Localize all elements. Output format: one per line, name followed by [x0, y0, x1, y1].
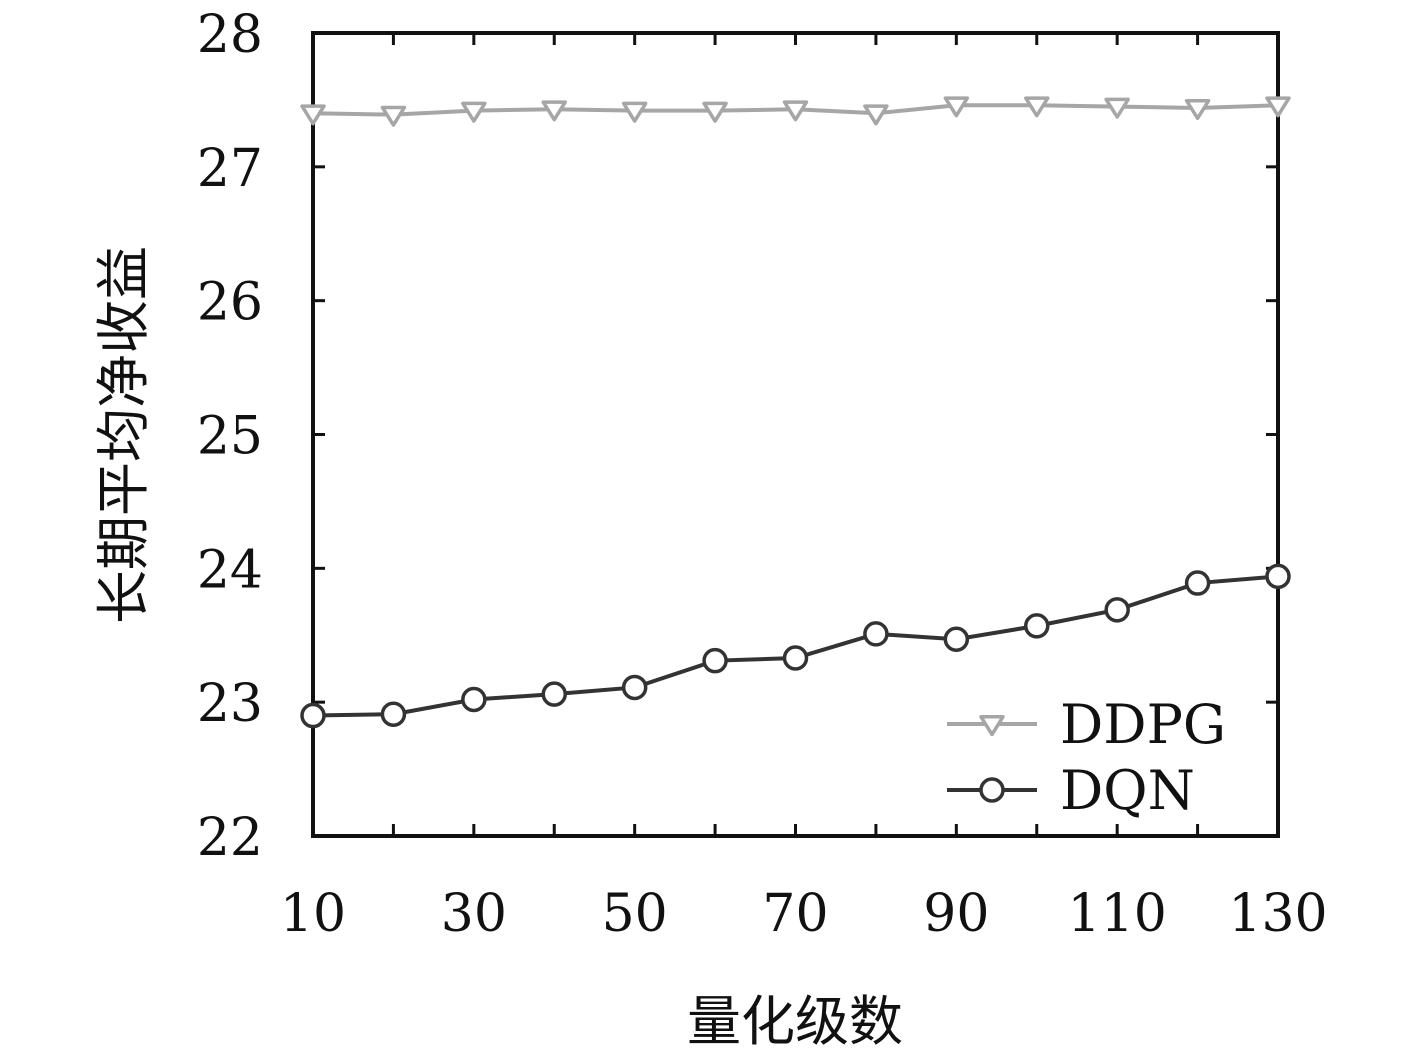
data-point-dqn — [461, 686, 487, 713]
legend-label-dqn: DQN — [1060, 759, 1195, 822]
legend-item-dqn: DQN — [947, 759, 1195, 822]
data-point-dqn — [863, 621, 889, 647]
y-tick-label: 24 — [197, 540, 263, 600]
y-tick-label: 23 — [197, 674, 263, 734]
legend-item-ddpg: DDPG — [947, 693, 1226, 756]
data-point-ddpg — [1024, 96, 1050, 118]
data-point-ddpg — [621, 101, 648, 123]
legend-label-ddpg: DDPG — [1060, 693, 1226, 756]
data-point-dqn — [702, 647, 728, 674]
data-point-dqn — [1184, 570, 1211, 596]
x-tick-label: 10 — [280, 884, 346, 944]
data-point-dqn — [1104, 597, 1130, 623]
y-tick-label: 25 — [197, 407, 263, 467]
data-point-dqn — [943, 626, 970, 653]
axis-tick-labels: 10 30 50 70 90 110 130 22 23 24 25 26 27 28 — [197, 5, 1328, 944]
x-axis-title: 量化级数 — [687, 990, 903, 1053]
data-point-ddpg — [1104, 97, 1130, 119]
y-tick-label: 22 — [197, 808, 263, 868]
series-dqn — [300, 563, 1291, 729]
x-tick-label: 50 — [602, 884, 668, 944]
data-point-dqn — [380, 701, 407, 727]
x-tick-label: 110 — [1068, 884, 1167, 944]
data-point-ddpg — [300, 104, 326, 126]
data-point-ddpg — [863, 104, 889, 126]
axis-ticks — [311, 31, 1280, 838]
x-tick-label: 30 — [441, 884, 507, 944]
data-point-dqn — [1265, 563, 1291, 590]
y-tick-label: 28 — [197, 5, 263, 65]
y-axis-title: 长期平均净收益 — [92, 246, 155, 624]
series-ddpg — [300, 96, 1291, 127]
data-point-ddpg — [782, 100, 809, 122]
data-point-ddpg — [461, 101, 487, 123]
data-point-dqn — [541, 681, 567, 707]
data-point-dqn — [782, 645, 809, 671]
data-point-ddpg — [1184, 98, 1211, 121]
legend-marker-dqn — [979, 777, 1005, 803]
legend-marker-ddpg — [979, 715, 1005, 737]
data-point-dqn — [1024, 613, 1050, 639]
data-point-dqn — [300, 702, 326, 729]
data-point-dqn — [621, 674, 648, 701]
x-tick-label: 70 — [762, 884, 828, 944]
x-tick-label: 90 — [923, 884, 989, 944]
x-tick-label: 130 — [1228, 884, 1327, 944]
y-tick-label: 27 — [197, 139, 263, 199]
data-point-ddpg — [541, 100, 567, 122]
data-point-ddpg — [702, 101, 728, 123]
data-point-ddpg — [380, 105, 407, 127]
series-layer — [300, 96, 1291, 729]
data-point-ddpg — [943, 96, 970, 118]
data-point-ddpg — [1265, 96, 1291, 118]
y-tick-label: 26 — [197, 273, 263, 333]
